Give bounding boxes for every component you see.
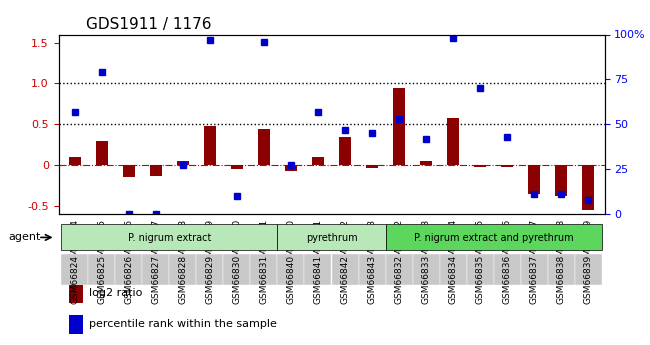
Bar <box>312 157 324 165</box>
Bar <box>439 254 467 285</box>
Text: GSM66825: GSM66825 <box>98 255 106 304</box>
Text: GSM66842: GSM66842 <box>341 255 350 304</box>
Text: GSM66832: GSM66832 <box>395 255 404 304</box>
Bar <box>528 165 540 194</box>
Bar <box>61 224 278 250</box>
Bar <box>366 165 378 168</box>
Bar <box>250 254 278 285</box>
Bar <box>385 224 602 250</box>
Bar <box>332 254 359 285</box>
Bar <box>447 118 459 165</box>
Text: log2 ratio: log2 ratio <box>88 288 142 298</box>
Text: GSM66828: GSM66828 <box>178 255 187 304</box>
Bar <box>521 254 548 285</box>
Bar <box>231 165 243 169</box>
Bar <box>258 129 270 165</box>
Text: pyrethrum: pyrethrum <box>306 233 358 243</box>
Bar <box>385 254 413 285</box>
Bar <box>142 254 169 285</box>
Bar <box>278 254 304 285</box>
Bar <box>393 88 405 165</box>
Text: agent: agent <box>9 233 41 243</box>
Text: GDS1911 / 1176: GDS1911 / 1176 <box>86 17 211 32</box>
Text: GSM66835: GSM66835 <box>476 255 485 304</box>
Text: GSM66834: GSM66834 <box>448 255 458 304</box>
Bar <box>501 165 514 167</box>
Bar <box>555 165 567 196</box>
Bar <box>304 254 332 285</box>
Text: GSM66840: GSM66840 <box>287 255 296 304</box>
Bar <box>70 315 83 334</box>
Text: P. nigrum extract and pyrethrum: P. nigrum extract and pyrethrum <box>414 233 573 243</box>
Text: GSM66841: GSM66841 <box>313 255 322 304</box>
Bar <box>413 254 439 285</box>
Text: GSM66827: GSM66827 <box>151 255 161 304</box>
Bar <box>169 254 196 285</box>
Text: P. nigrum extract: P. nigrum extract <box>127 233 211 243</box>
Bar <box>224 254 250 285</box>
Bar <box>61 254 88 285</box>
Bar <box>575 254 602 285</box>
Text: GSM66838: GSM66838 <box>557 255 566 304</box>
Bar <box>474 165 486 167</box>
Text: GSM66833: GSM66833 <box>422 255 430 304</box>
Bar <box>582 165 594 210</box>
Bar <box>69 157 81 165</box>
Text: GSM66836: GSM66836 <box>502 255 512 304</box>
Text: GSM66839: GSM66839 <box>584 255 593 304</box>
Bar <box>339 137 351 165</box>
Bar <box>204 126 216 165</box>
Bar <box>123 165 135 177</box>
Bar <box>548 254 575 285</box>
Bar <box>96 140 108 165</box>
Bar <box>88 254 115 285</box>
Bar <box>420 161 432 165</box>
Bar <box>150 165 162 176</box>
Bar <box>467 254 494 285</box>
Bar <box>70 284 83 303</box>
Text: percentile rank within the sample: percentile rank within the sample <box>88 319 276 329</box>
Text: GSM66826: GSM66826 <box>124 255 133 304</box>
Bar <box>285 165 297 171</box>
Bar <box>115 254 142 285</box>
Bar <box>196 254 224 285</box>
Text: GSM66831: GSM66831 <box>259 255 268 304</box>
Bar <box>359 254 385 285</box>
Text: GSM66843: GSM66843 <box>367 255 376 304</box>
Text: GSM66824: GSM66824 <box>70 255 79 304</box>
Bar <box>177 161 189 165</box>
Text: GSM66837: GSM66837 <box>530 255 539 304</box>
Bar <box>278 224 385 250</box>
Text: GSM66830: GSM66830 <box>233 255 241 304</box>
Text: GSM66829: GSM66829 <box>205 255 214 304</box>
Bar <box>494 254 521 285</box>
